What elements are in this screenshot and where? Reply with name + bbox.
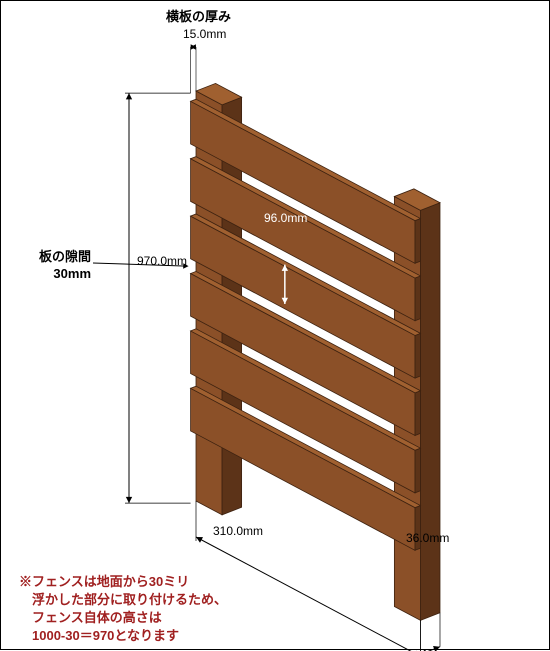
- note-line-3: フェンス自体の高さは: [19, 609, 162, 627]
- gap-label-2: 30mm: [21, 266, 91, 283]
- gap-label-1: 板の隙間: [21, 249, 91, 266]
- height-value: 970.0mm: [137, 254, 187, 268]
- fence-diagram: [1, 1, 550, 651]
- thickness-label: 横板の厚み: [166, 9, 231, 26]
- thickness-value: 15.0mm: [183, 27, 226, 41]
- width-value: 310.0mm: [213, 524, 263, 538]
- depth-value: 36.0mm: [406, 531, 449, 545]
- note-line-2: 浮かした部分に取り付けるため、: [19, 591, 227, 609]
- slat-gap-value: 96.0mm: [264, 211, 307, 225]
- note-line-4: 1000-30＝970となります: [19, 627, 179, 645]
- note-line-1: ※フェンスは地面から30ミリ: [19, 573, 189, 591]
- diagram-container: 横板の厚み 15.0mm 板の隙間 30mm 970.0mm 96.0mm 31…: [0, 0, 550, 650]
